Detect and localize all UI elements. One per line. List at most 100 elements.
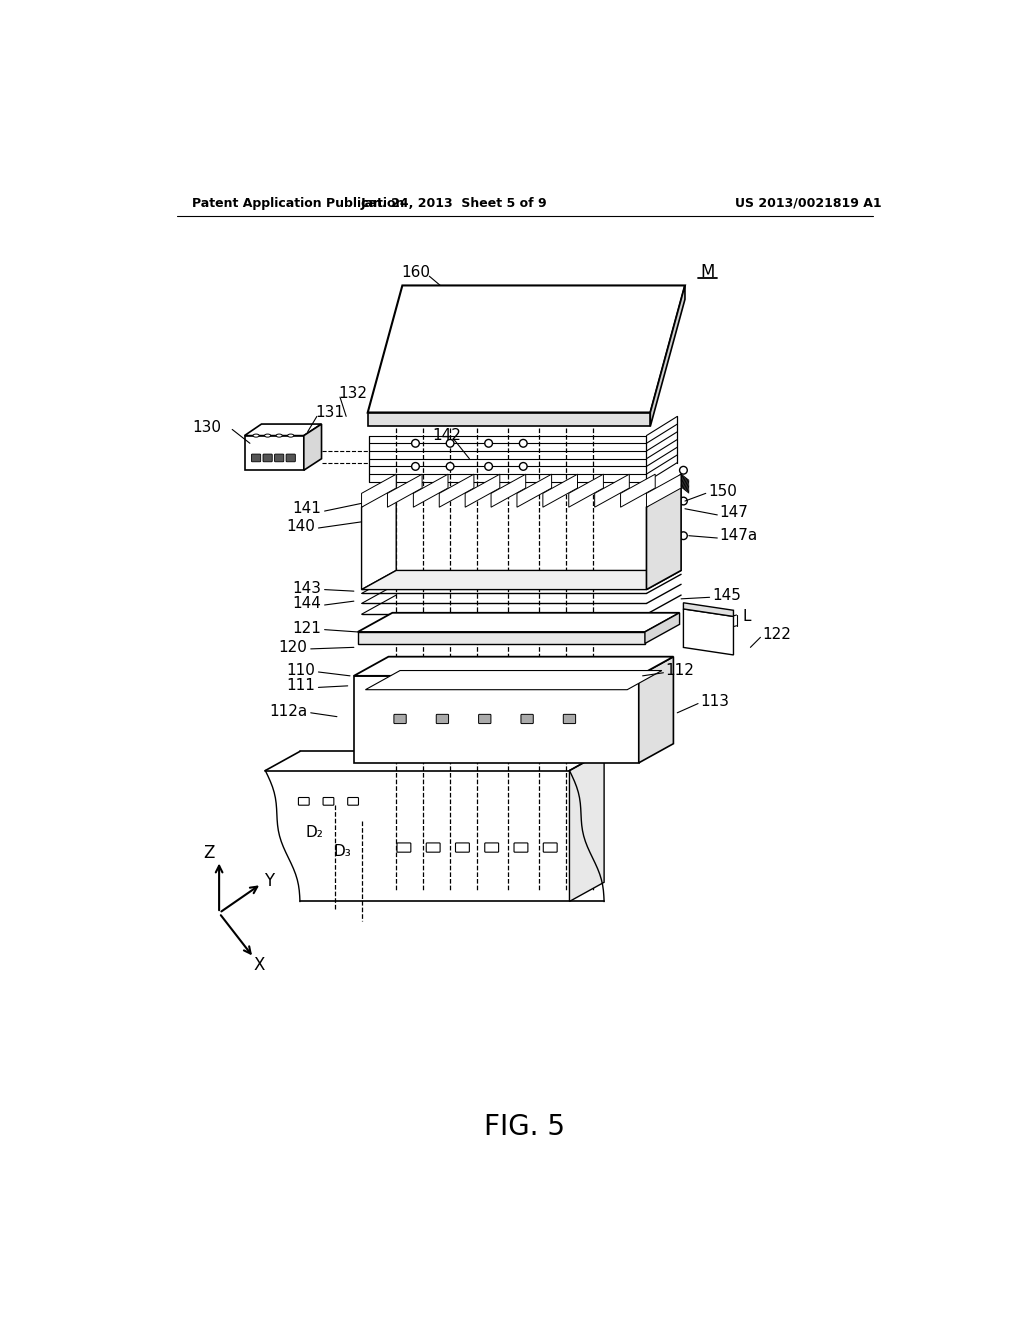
Circle shape: [680, 466, 687, 474]
Text: 147a: 147a: [720, 528, 758, 544]
Polygon shape: [414, 474, 449, 507]
Ellipse shape: [276, 434, 283, 437]
Polygon shape: [568, 474, 603, 507]
Polygon shape: [368, 412, 650, 426]
FancyBboxPatch shape: [397, 843, 411, 853]
Polygon shape: [646, 474, 681, 590]
Text: D₂: D₂: [305, 825, 323, 840]
Text: M: M: [700, 264, 715, 281]
Circle shape: [412, 462, 419, 470]
Polygon shape: [683, 603, 733, 616]
Text: Patent Application Publication: Patent Application Publication: [193, 197, 404, 210]
FancyBboxPatch shape: [436, 714, 449, 723]
Text: 142: 142: [432, 428, 461, 444]
Text: L: L: [742, 609, 751, 624]
Polygon shape: [595, 474, 630, 507]
Polygon shape: [621, 474, 655, 507]
FancyBboxPatch shape: [563, 714, 575, 723]
Polygon shape: [368, 285, 685, 412]
Polygon shape: [357, 632, 645, 644]
Polygon shape: [245, 424, 322, 436]
FancyBboxPatch shape: [286, 454, 295, 462]
FancyBboxPatch shape: [394, 714, 407, 723]
Circle shape: [484, 440, 493, 447]
Polygon shape: [492, 474, 525, 507]
Text: US 2013/0021819 A1: US 2013/0021819 A1: [735, 197, 882, 210]
Circle shape: [412, 440, 419, 447]
Text: 131: 131: [315, 405, 344, 420]
Polygon shape: [361, 570, 681, 590]
Circle shape: [519, 440, 527, 447]
Text: 132: 132: [339, 385, 368, 401]
Ellipse shape: [253, 434, 259, 437]
FancyBboxPatch shape: [544, 843, 557, 853]
Polygon shape: [245, 436, 304, 470]
Polygon shape: [354, 676, 639, 763]
FancyBboxPatch shape: [484, 843, 499, 853]
Circle shape: [519, 416, 527, 424]
Ellipse shape: [288, 434, 294, 437]
FancyBboxPatch shape: [263, 454, 272, 462]
Text: 113: 113: [700, 694, 729, 709]
Ellipse shape: [264, 434, 270, 437]
Text: D₃: D₃: [333, 843, 351, 859]
FancyBboxPatch shape: [514, 843, 528, 853]
FancyBboxPatch shape: [478, 714, 490, 723]
Text: 160: 160: [401, 265, 430, 280]
Polygon shape: [304, 424, 322, 470]
FancyBboxPatch shape: [252, 454, 261, 462]
FancyBboxPatch shape: [274, 454, 284, 462]
Circle shape: [484, 416, 493, 424]
Polygon shape: [646, 474, 681, 507]
Circle shape: [519, 462, 527, 470]
Polygon shape: [543, 474, 578, 507]
FancyBboxPatch shape: [426, 843, 440, 853]
Circle shape: [680, 532, 687, 540]
Polygon shape: [387, 474, 422, 507]
Polygon shape: [650, 285, 685, 426]
Circle shape: [446, 440, 454, 447]
Text: 147: 147: [720, 506, 749, 520]
Circle shape: [484, 462, 493, 470]
FancyBboxPatch shape: [298, 797, 309, 805]
Polygon shape: [357, 612, 680, 632]
Circle shape: [446, 416, 454, 424]
Polygon shape: [354, 656, 674, 676]
Text: 130: 130: [193, 420, 221, 436]
Polygon shape: [517, 474, 552, 507]
Text: 141: 141: [293, 502, 322, 516]
Polygon shape: [439, 474, 474, 507]
Polygon shape: [639, 656, 674, 763]
Text: 144: 144: [293, 595, 322, 611]
Text: 112a: 112a: [269, 704, 307, 719]
Text: 110: 110: [287, 663, 315, 678]
Text: 140: 140: [287, 519, 315, 535]
Text: 145: 145: [712, 589, 740, 603]
Text: 121: 121: [293, 620, 322, 636]
Circle shape: [680, 498, 687, 506]
Polygon shape: [361, 474, 396, 507]
FancyBboxPatch shape: [456, 843, 469, 853]
Text: 120: 120: [279, 640, 307, 655]
Circle shape: [412, 416, 419, 424]
Text: Jan. 24, 2013  Sheet 5 of 9: Jan. 24, 2013 Sheet 5 of 9: [360, 197, 547, 210]
Text: Z: Z: [204, 843, 215, 862]
FancyBboxPatch shape: [348, 797, 358, 805]
Text: 111: 111: [287, 678, 315, 693]
Circle shape: [446, 462, 454, 470]
Text: X: X: [254, 957, 265, 974]
Text: Y: Y: [264, 871, 274, 890]
Polygon shape: [569, 751, 604, 902]
Polygon shape: [683, 609, 733, 655]
Text: 112: 112: [666, 663, 694, 678]
Polygon shape: [361, 474, 396, 590]
Polygon shape: [645, 612, 680, 644]
FancyBboxPatch shape: [323, 797, 334, 805]
Text: 122: 122: [762, 627, 791, 642]
Text: 143: 143: [293, 581, 322, 595]
Text: FIG. 5: FIG. 5: [484, 1113, 565, 1140]
Polygon shape: [465, 474, 500, 507]
FancyBboxPatch shape: [521, 714, 534, 723]
Polygon shape: [366, 671, 662, 689]
Text: 150: 150: [708, 483, 737, 499]
